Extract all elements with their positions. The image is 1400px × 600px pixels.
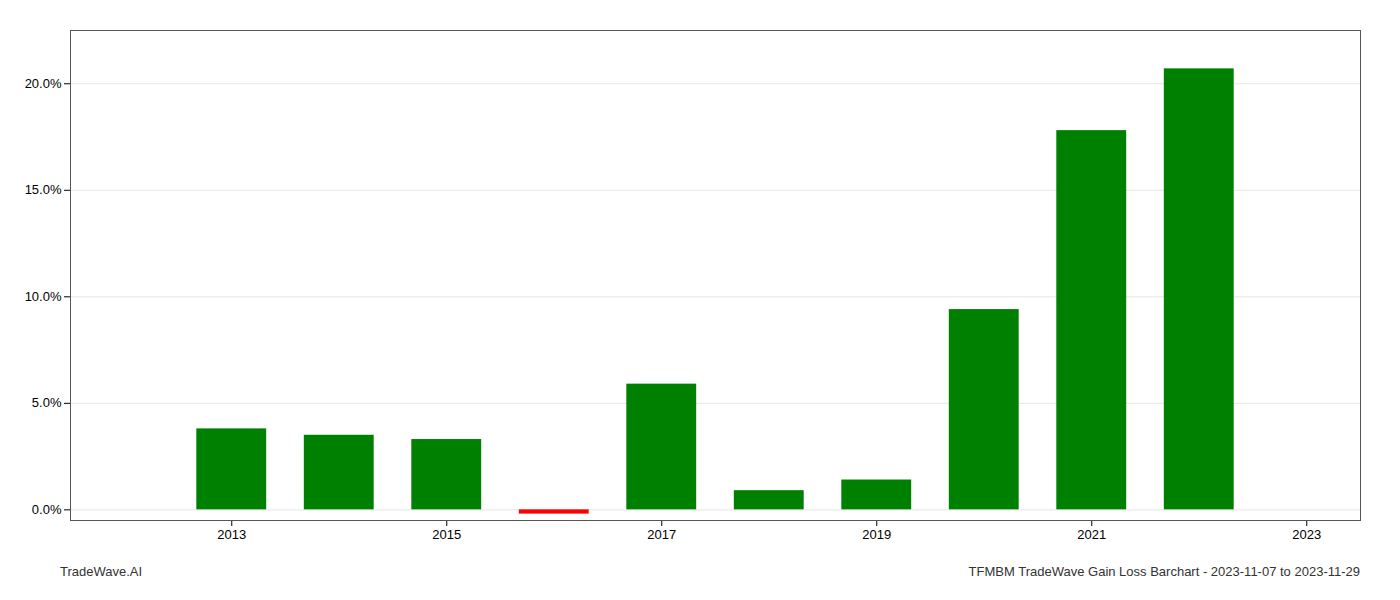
svg-text:2017: 2017: [647, 527, 676, 542]
svg-text:2023: 2023: [1292, 527, 1321, 542]
svg-text:15.0%: 15.0%: [25, 182, 62, 197]
svg-text:0.0%: 0.0%: [32, 502, 62, 517]
svg-text:20.0%: 20.0%: [25, 76, 62, 91]
svg-text:10.0%: 10.0%: [25, 289, 62, 304]
html-text:TradeWave.AI: TradeWave.AI: [60, 564, 143, 579]
svg-text:5.0%: 5.0%: [32, 395, 62, 410]
svg-text:2019: 2019: [862, 527, 891, 542]
svg-text:2021: 2021: [1077, 527, 1106, 542]
svg-text:2015: 2015: [432, 527, 461, 542]
html-text:TFMBM TradeWave Gain Loss Barc: TFMBM TradeWave Gain Loss Barchart - 202…: [968, 564, 1360, 579]
svg-text:2013: 2013: [217, 527, 246, 542]
